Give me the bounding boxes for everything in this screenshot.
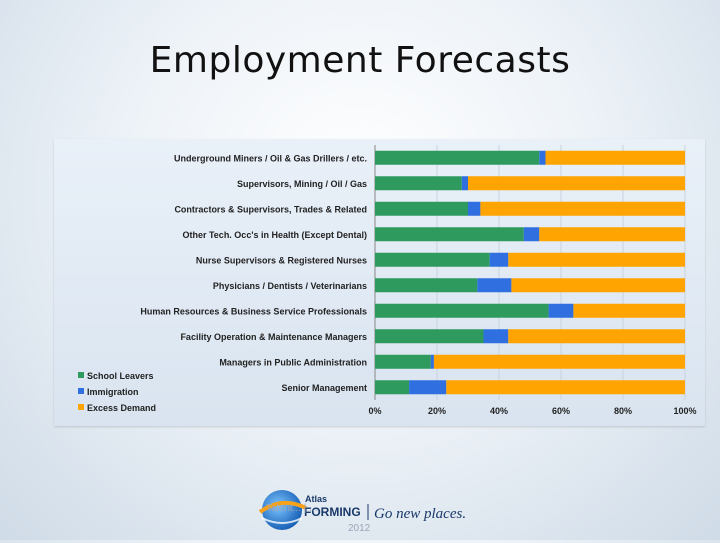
legend-swatch <box>78 388 84 394</box>
legend-label: Immigration <box>87 387 139 397</box>
bar-segment <box>430 354 434 369</box>
bar-segment <box>375 329 484 344</box>
footer-year: 2012 <box>348 523 371 534</box>
legend-swatch <box>78 404 84 410</box>
x-tick-label: 40% <box>490 406 508 416</box>
logo-brand-text: FORMING <box>304 505 361 519</box>
bar-segment <box>375 252 490 267</box>
x-tick-label: 20% <box>428 406 446 416</box>
tagline-text: Go new places. <box>374 506 466 522</box>
bar-segment <box>375 278 478 293</box>
bar-segment <box>539 227 685 242</box>
bar-segment <box>480 201 685 216</box>
bar-segment <box>511 278 685 293</box>
bar-segment <box>375 303 549 318</box>
bar-segment <box>508 252 685 267</box>
chart-panel: 0% 20% 40% 60% 80% 100% Underground Miners / O… <box>54 139 705 426</box>
category-label: Supervisors, Mining / Oil / Gas <box>237 179 367 189</box>
category-label: Contractors & Supervisors, Trades & Rela… <box>174 204 367 214</box>
bar-segment <box>508 329 685 344</box>
bar-segment <box>489 252 509 267</box>
bar-segment <box>375 354 431 369</box>
category-label: Managers in Public Administration <box>219 357 367 367</box>
bar-segment <box>375 176 462 191</box>
bar-segment <box>433 354 685 369</box>
legend-label: Excess Demand <box>87 403 156 413</box>
footer-overlay-text: Talent... | ... <box>266 503 318 514</box>
bar-segment <box>446 380 685 395</box>
bar-segment <box>409 380 447 395</box>
stacked-bar-chart: 0% 20% 40% 60% 80% 100% Underground Miners / O… <box>78 145 697 416</box>
bar-segment <box>375 201 468 216</box>
bar-segment <box>468 176 685 191</box>
legend-swatch <box>78 372 84 378</box>
bar-segment <box>548 303 574 318</box>
globe-logo-icon: Atlas FORMING Go new places. <box>258 490 466 530</box>
legend-label: School Leavers <box>87 371 154 381</box>
slide-title: Employment Forecasts <box>149 40 571 81</box>
bar-segment <box>545 150 685 165</box>
category-label: Human Resources & Business Service Profe… <box>140 306 367 316</box>
bar-segment <box>375 150 540 165</box>
bar-segment <box>523 227 540 242</box>
logo-top-text: Atlas <box>305 494 327 504</box>
x-tick-label: 100% <box>673 406 696 416</box>
bar-segment <box>477 278 512 293</box>
bar-segment <box>375 380 410 395</box>
x-tick-label: 80% <box>614 406 632 416</box>
bar-segment <box>573 303 685 318</box>
x-tick-label: 0% <box>368 406 381 416</box>
category-label: Physicians / Dentists / Veterinarians <box>213 281 367 291</box>
bar-segment <box>539 150 546 165</box>
category-label: Facility Operation & Maintenance Manager… <box>180 332 367 342</box>
bar-segment <box>461 176 468 191</box>
x-tick-label: 60% <box>552 406 570 416</box>
bar-segment <box>375 227 524 242</box>
category-label: Underground Miners / Oil & Gas Drillers … <box>174 153 367 163</box>
footer-logo: Atlas FORMING Go new places. <box>250 478 490 538</box>
category-label: Other Tech. Occ's in Health (Except Dent… <box>182 230 367 240</box>
category-label: Nurse Supervisors & Registered Nurses <box>196 255 367 265</box>
bar-segment <box>483 329 509 344</box>
bar-segment <box>468 201 481 216</box>
category-label: Senior Management <box>281 383 367 393</box>
